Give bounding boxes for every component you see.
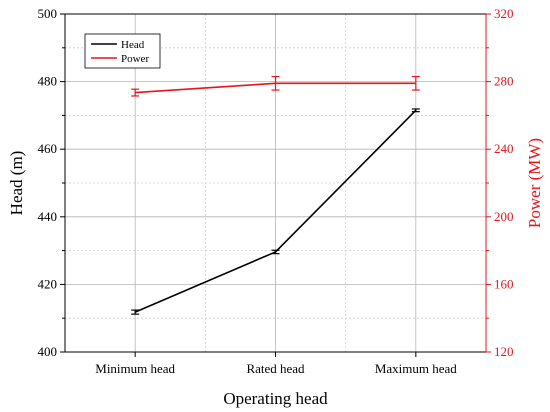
- error-bar-power: [131, 88, 140, 97]
- legend-box: [84, 33, 161, 69]
- y2-tick-label: 160: [494, 276, 514, 291]
- series-layer: [131, 75, 420, 315]
- legend: Head Power: [84, 33, 161, 69]
- y2-tick-label: 280: [494, 74, 514, 89]
- legend-label-head: Head: [121, 39, 145, 51]
- error-bar-head: [271, 249, 280, 255]
- y2-tick-label: 200: [494, 209, 514, 224]
- y-tick-label: 500: [38, 6, 58, 21]
- y-tick-label: 480: [38, 74, 58, 89]
- legend-label-power: Power: [121, 53, 149, 65]
- x-tick-label: Maximum head: [375, 361, 457, 376]
- y-tick-label: 440: [38, 209, 58, 224]
- x-tick-label: Minimum head: [95, 361, 175, 376]
- error-bar-head: [131, 309, 140, 315]
- y-tick-label: 420: [38, 276, 58, 291]
- axes-layer: 400 420 440 460 480 500 120 160 200 240 280 320 Mini…: [38, 6, 514, 376]
- y2-tick-label: 120: [494, 344, 514, 359]
- y-tick-label: 400: [38, 344, 58, 359]
- y2-axis-label: Power (MW): [525, 138, 544, 228]
- x-tick-label: Rated head: [246, 361, 305, 376]
- x-axis-label: Operating head: [223, 389, 328, 408]
- y-axis-label: Head (m): [7, 151, 26, 216]
- y-tick-label: 460: [38, 141, 58, 156]
- y2-tick-label: 320: [494, 6, 514, 21]
- error-bar-head: [411, 108, 420, 113]
- error-bar-power: [271, 75, 280, 91]
- error-bar-power: [411, 75, 420, 91]
- grid-lines: [65, 14, 486, 352]
- y2-tick-label: 240: [494, 141, 514, 156]
